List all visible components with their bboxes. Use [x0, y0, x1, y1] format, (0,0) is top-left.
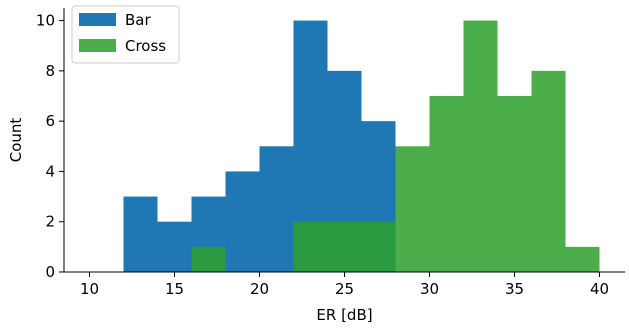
- bar-cross-bin-13: [531, 70, 566, 272]
- legend-swatch-bar: [79, 13, 116, 26]
- bar-bar-bin-4: [225, 171, 260, 272]
- x-tick-label-10: 10: [80, 280, 99, 298]
- legend-swatch-cross: [79, 39, 116, 52]
- bar-cross-bin-3: [191, 246, 226, 272]
- bars-layer: [123, 20, 600, 273]
- bar-cross-bin-14: [565, 246, 600, 272]
- legend-label-cross: Cross: [125, 37, 166, 55]
- bar-cross-bin-8: [361, 221, 396, 272]
- x-tick-label-25: 25: [335, 280, 354, 298]
- bar-cross-bin-7: [327, 221, 362, 272]
- axes-layer: 10 15 20 25 30 35 40 0 2 4 6 8 10: [36, 8, 625, 298]
- y-tick-label-2: 2: [45, 213, 55, 231]
- bar-cross-bin-12: [497, 96, 532, 272]
- y-tick-label-4: 4: [45, 162, 55, 180]
- bar-cross-bin-6: [293, 221, 328, 272]
- x-tick-label-35: 35: [505, 280, 524, 298]
- legend-label-bar: Bar: [125, 11, 151, 29]
- bar-bar-bin-1: [123, 196, 158, 272]
- y-tick-label-10: 10: [36, 12, 55, 30]
- y-tick-label-0: 0: [45, 263, 55, 281]
- bar-bar-bin-2: [157, 221, 192, 272]
- x-tick-label-40: 40: [590, 280, 609, 298]
- bar-cross-bin-11: [463, 20, 498, 273]
- x-tick-label-30: 30: [420, 280, 439, 298]
- y-tick-label-6: 6: [45, 112, 55, 130]
- y-axis-label: Count: [7, 118, 25, 163]
- y-tick-label-8: 8: [45, 62, 55, 80]
- x-tick-label-20: 20: [250, 280, 269, 298]
- x-axis-label: ER [dB]: [316, 306, 372, 324]
- bar-cross-bin-10: [429, 96, 464, 272]
- bar-bar-bin-5: [259, 146, 294, 272]
- bar-cross-bin-9: [395, 146, 430, 272]
- legend: Bar Cross: [71, 5, 180, 64]
- x-tick-label-15: 15: [165, 280, 184, 298]
